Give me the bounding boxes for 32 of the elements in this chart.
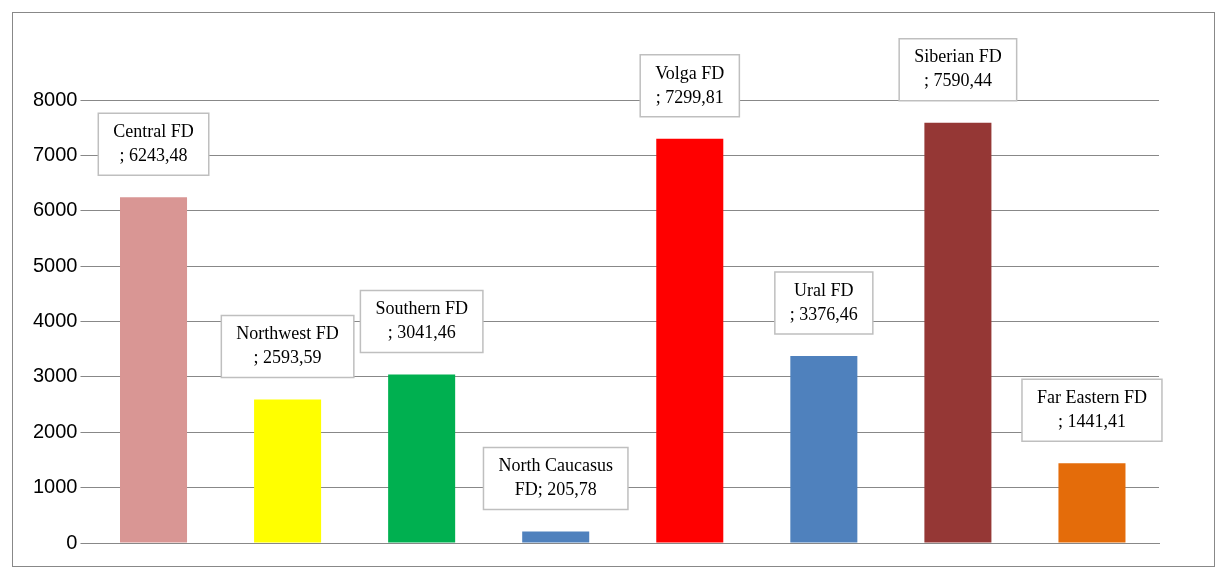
bar [656, 138, 724, 543]
y-tick-label: 5000 [32, 253, 78, 276]
y-tick-label: 7000 [32, 142, 78, 165]
data-label: ; 3041,46 [387, 322, 456, 343]
data-label: ; 6243,48 [119, 145, 188, 165]
y-tick-label: 6000 [32, 198, 78, 221]
bar [1058, 463, 1126, 543]
bar [388, 374, 456, 543]
bar [924, 122, 992, 543]
x-tick-label: Northwest FD [236, 323, 339, 344]
bar [522, 531, 590, 543]
data-label: ; 1441,41 [1057, 410, 1126, 431]
data-label: ; 7299,81 [655, 86, 724, 107]
bar [120, 197, 188, 543]
category-label: North Caucasus FD; 205,78 [498, 455, 613, 500]
x-tick-label: Central FD [113, 121, 194, 141]
y-tick-label: 1000 [32, 475, 78, 498]
y-tick-label: 3000 [32, 364, 78, 387]
data-label: ; 3376,46 [789, 303, 858, 324]
data-label: ; 2593,59 [253, 347, 322, 368]
x-tick-label: Siberian FD [914, 46, 1002, 67]
y-tick-label: 0 [66, 530, 78, 553]
bar [254, 399, 322, 543]
x-tick-label: Far Eastern FD [1036, 386, 1147, 407]
data-label: ; 7590,44 [923, 70, 992, 91]
bar [790, 356, 858, 543]
x-tick-label: Ural FD [794, 279, 854, 300]
x-tick-label: Southern FD [375, 298, 468, 319]
y-tick-label: 8000 [32, 87, 78, 110]
x-tick-label: Volga FD [655, 62, 725, 83]
y-tick-label: 2000 [32, 419, 78, 442]
y-tick-label: 4000 [32, 309, 78, 332]
